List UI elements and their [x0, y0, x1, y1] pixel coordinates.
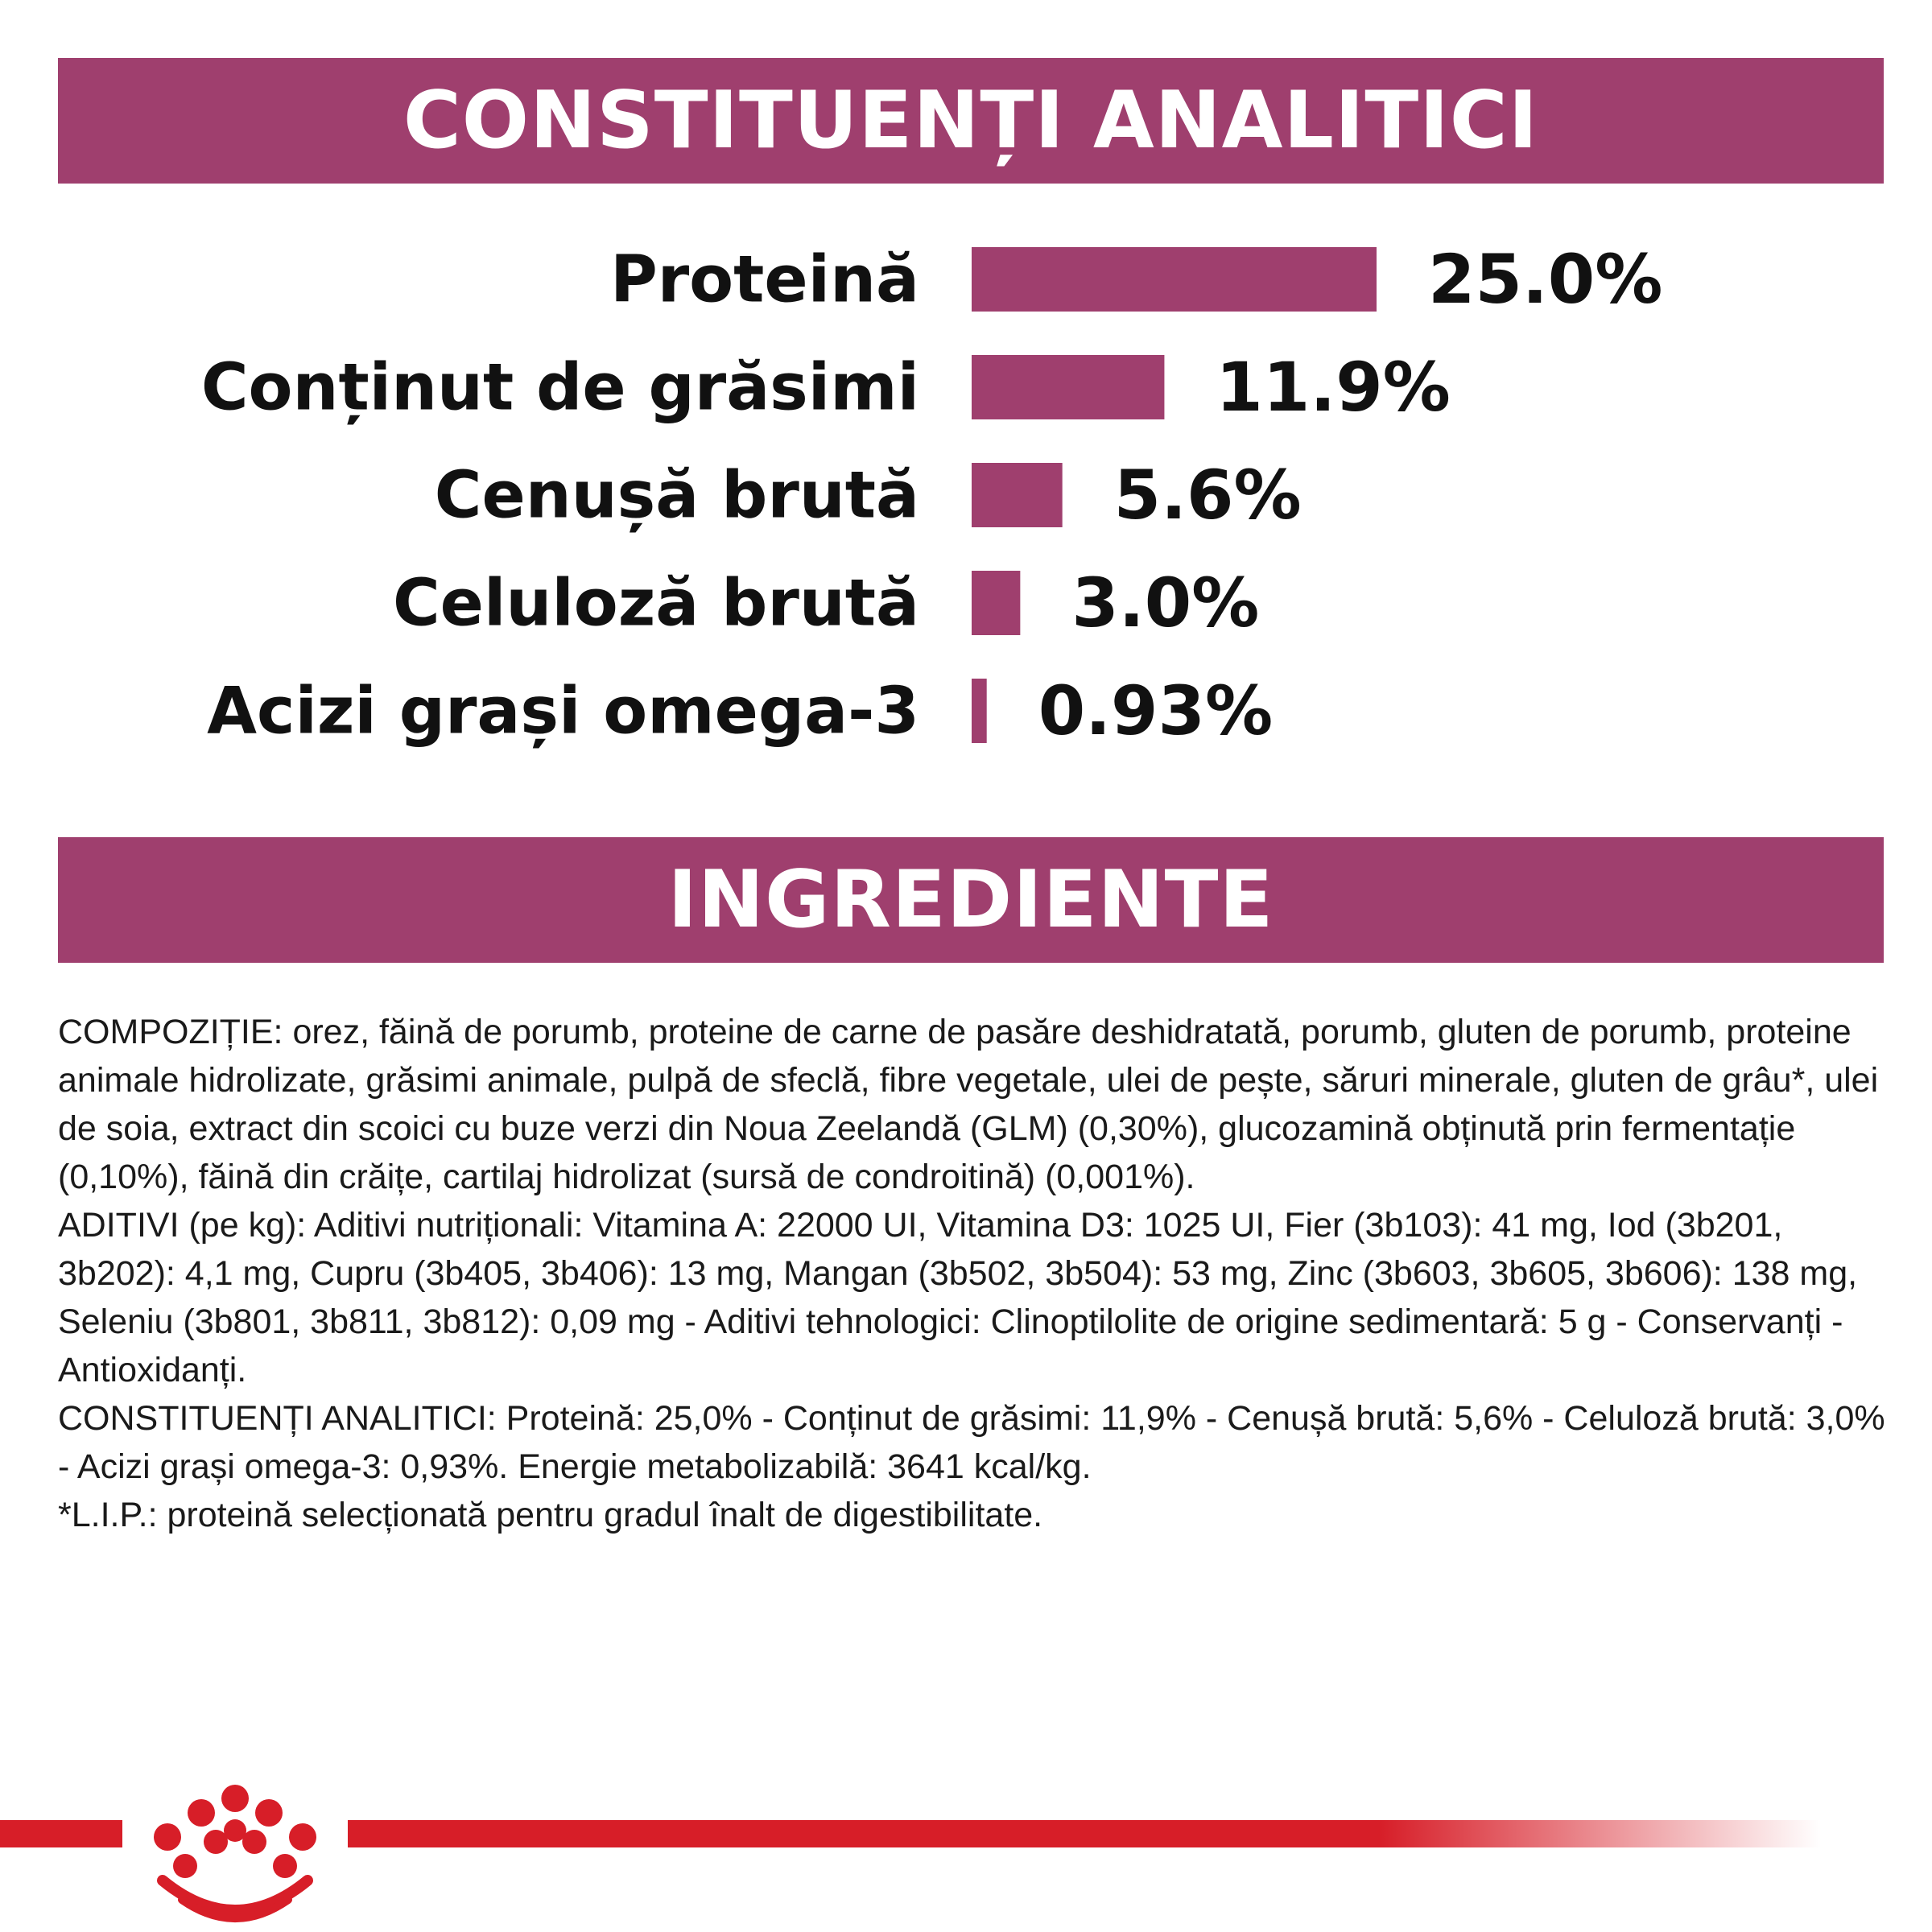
bar-category-label: Cenușă brută [435, 458, 919, 533]
analytic-constituents-banner: CONSTITUENȚI ANALITICI [58, 58, 1884, 184]
bar-value-label: 25.0% [1428, 240, 1662, 319]
ingredients-banner: INGREDIENTE [58, 837, 1884, 963]
bar-category-label: Celuloză brută [393, 566, 919, 641]
bar-category-label: Proteină [610, 242, 919, 317]
bar-category-label: Conținut de grăsimi [201, 350, 919, 425]
composition-paragraph: COMPOZIȚIE: orez, făină de porumb, prote… [58, 1013, 1879, 1196]
analytic-constituents-title: CONSTITUENȚI ANALITICI [402, 75, 1539, 167]
bar-value-label: 3.0% [1071, 564, 1259, 642]
bar [972, 355, 1165, 419]
bar [972, 463, 1063, 527]
bar [972, 571, 1021, 635]
additives-paragraph: ADITIVI (pe kg): Aditivi nutriționali: V… [58, 1206, 1858, 1389]
bar-category-label: Acizi grași omega-3 [207, 674, 919, 749]
bar-value-label: 11.9% [1216, 348, 1450, 427]
bar [972, 679, 987, 743]
footnote-paragraph: *L.I.P.: proteină selecționată pentru gr… [58, 1496, 1043, 1534]
footer-line-right [348, 1820, 1821, 1847]
analytic-paragraph: CONSTITUENȚI ANALITICI: Proteină: 25,0% … [58, 1399, 1885, 1486]
footer-line-left [0, 1820, 122, 1847]
bar-value-label: 5.6% [1114, 456, 1302, 535]
bar-value-label: 0.93% [1038, 671, 1273, 750]
royal-canin-crown-icon [154, 1785, 316, 1922]
ingredients-title: INGREDIENTE [667, 854, 1274, 946]
ingredients-text: COMPOZIȚIE: orez, făină de porumb, prote… [58, 1008, 1893, 1539]
analytic-constituents-chart: Proteină 25.0% Conținut de grăsimi 11.9% Cen… [201, 240, 1663, 750]
bar [972, 247, 1377, 312]
